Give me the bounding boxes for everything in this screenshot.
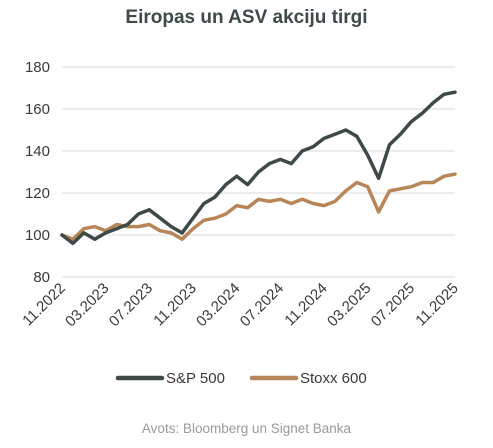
y-axis-ticks: 80 100 120 140 160 180 — [25, 59, 50, 286]
series-lines — [60, 90, 457, 246]
y-tick-label: 100 — [25, 227, 50, 244]
x-tick-label: 03.2023 — [62, 280, 112, 330]
x-tick-label: 07.2023 — [106, 280, 156, 330]
x-tick-label: 11.2023 — [150, 280, 200, 330]
y-tick-label: 120 — [25, 185, 50, 202]
chart-title: Eiropas un ASV akciju tirgi — [125, 7, 368, 28]
y-tick-label: 180 — [25, 59, 50, 76]
legend-label: S&P 500 — [166, 370, 225, 387]
source-note: Avots: Bloomberg un Signet Banka — [141, 421, 352, 436]
y-tick-label: 80 — [33, 269, 50, 286]
series-line — [60, 90, 457, 246]
y-tick-label: 160 — [25, 101, 50, 118]
x-tick-label: 03.2024 — [193, 280, 243, 330]
x-tick-label: 11.2024 — [281, 280, 331, 330]
x-tick-label: 11.2022 — [19, 280, 69, 330]
x-axis-ticks: 11.202203.202307.202311.202303.202407.20… — [19, 280, 462, 330]
x-tick-label: 03.2025 — [324, 280, 374, 330]
y-tick-label: 140 — [25, 143, 50, 160]
legend: S&P 500 Stoxx 600 — [115, 370, 367, 387]
legend-label: Stoxx 600 — [300, 370, 367, 387]
x-tick-label: 07.2024 — [237, 280, 287, 330]
series-line — [60, 172, 457, 241]
x-tick-label: 07.2025 — [368, 280, 418, 330]
x-tick-label: 11.2025 — [412, 280, 462, 330]
